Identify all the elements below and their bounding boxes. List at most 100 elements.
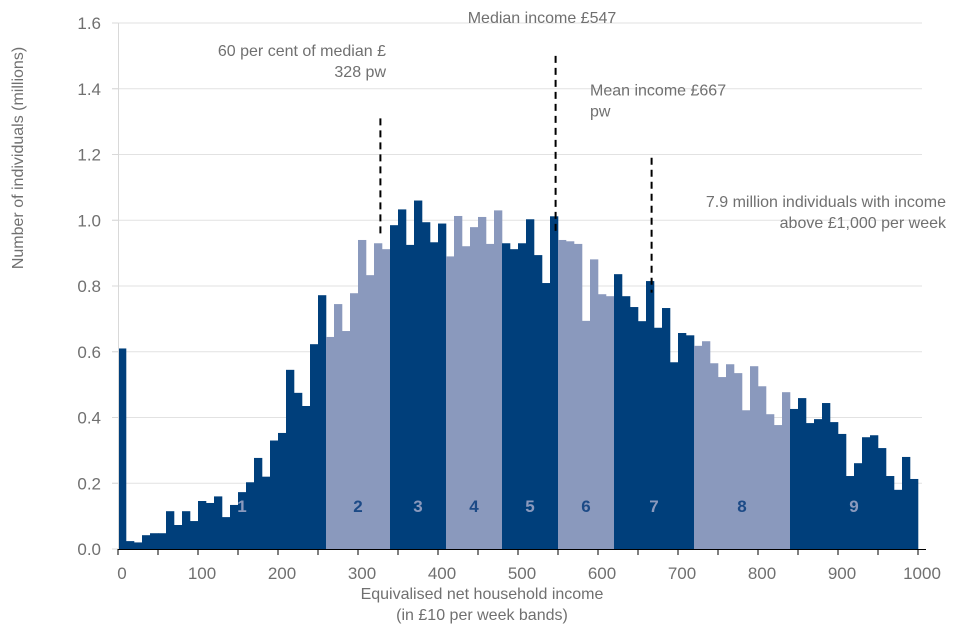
decile-label: 3	[413, 497, 422, 516]
y-tick-label: 1.2	[77, 146, 101, 165]
median-annotation-line: Median income £547	[468, 10, 617, 27]
bar	[550, 216, 559, 549]
bar	[262, 476, 271, 549]
bar	[182, 511, 191, 549]
bar	[590, 259, 599, 549]
bar	[630, 307, 639, 549]
bar	[598, 294, 607, 549]
bar	[430, 242, 439, 549]
bar	[774, 425, 783, 549]
decile-label: 4	[469, 497, 479, 516]
bar	[862, 437, 871, 549]
bar	[486, 243, 495, 550]
bar	[638, 321, 647, 549]
x-tick-label: 300	[348, 564, 376, 583]
bar	[606, 296, 615, 549]
bar	[750, 366, 759, 549]
axes	[117, 23, 926, 550]
mean-annotation: Mean income £667 pw	[590, 82, 726, 120]
bar	[142, 535, 151, 549]
bar	[126, 541, 135, 549]
bar	[694, 345, 703, 549]
bar	[198, 501, 207, 549]
bar	[542, 283, 551, 549]
x-tick-label: 200	[268, 564, 296, 583]
bar	[406, 244, 415, 549]
x-tick-label: 500	[508, 564, 536, 583]
x-tick-label: 0	[117, 564, 126, 583]
bar	[454, 215, 463, 549]
x-axis-title-line2: (in £10 per week bands)	[396, 607, 568, 624]
x-tick-label: 400	[428, 564, 456, 583]
bar	[622, 296, 631, 549]
bar	[414, 200, 423, 549]
bar	[438, 223, 447, 549]
bar	[902, 456, 911, 549]
bar	[366, 275, 375, 549]
histogram-bars	[118, 200, 919, 550]
bar	[318, 295, 327, 549]
bar	[446, 256, 455, 549]
bar	[246, 482, 255, 549]
bar	[558, 239, 567, 549]
bar	[494, 210, 503, 549]
bar	[646, 281, 655, 549]
y-tick-label: 0.8	[77, 277, 101, 296]
y-tick-label: 1.4	[77, 80, 101, 99]
x-axis-ticks: 0 100 200 300 400 500 600 700 800 900 1000	[117, 549, 941, 583]
bar	[166, 511, 175, 549]
bar	[118, 348, 127, 549]
bar	[710, 363, 719, 549]
bar	[342, 331, 351, 549]
bar	[510, 249, 519, 549]
bar	[782, 392, 791, 549]
bar	[886, 476, 895, 549]
bar	[278, 432, 287, 549]
bar	[814, 419, 823, 549]
bar	[254, 457, 263, 549]
bar	[798, 398, 807, 549]
y-tick-label: 0.4	[77, 409, 101, 428]
bar	[518, 243, 527, 549]
x-tick-label: 700	[668, 564, 696, 583]
bar	[398, 209, 407, 549]
bar	[654, 327, 663, 549]
x-tick-label: 800	[748, 564, 776, 583]
bar	[174, 525, 183, 549]
x-tick-label: 100	[188, 564, 216, 583]
sixty-percent-median-annotation-line: 328 pw	[334, 64, 386, 81]
bar	[718, 377, 727, 549]
reference-lines	[379, 55, 653, 293]
bar	[766, 414, 775, 549]
sixty-percent-median-annotation-line: 60 per cent of median £	[218, 43, 386, 60]
y-tick-label: 0.0	[77, 540, 101, 559]
bar	[686, 335, 695, 549]
y-tick-label: 0.6	[77, 343, 101, 362]
bar	[894, 489, 903, 549]
mean-annotation-line: pw	[590, 103, 611, 120]
bar	[326, 336, 335, 549]
bar	[614, 274, 623, 549]
bar	[206, 502, 215, 549]
bar	[846, 476, 855, 549]
bar	[334, 304, 343, 549]
decile-label: 8	[737, 497, 746, 516]
bar	[854, 463, 863, 549]
median-annotation: Median income £547	[468, 10, 617, 27]
bar	[574, 243, 583, 550]
x-tick-label: 600	[588, 564, 616, 583]
above-1000-annotation-line: above £1,000 per week	[780, 215, 947, 232]
bar	[878, 448, 887, 549]
y-axis-title: Number of individuals (millions)	[10, 47, 27, 269]
bar	[734, 373, 743, 549]
mean-annotation-line: Mean income £667	[590, 82, 726, 99]
bar	[910, 478, 919, 549]
bar	[830, 422, 839, 549]
bar	[470, 227, 479, 549]
bar	[302, 405, 311, 549]
bar	[134, 542, 143, 549]
bar	[270, 440, 279, 549]
bar	[462, 246, 471, 549]
bar	[150, 533, 159, 549]
